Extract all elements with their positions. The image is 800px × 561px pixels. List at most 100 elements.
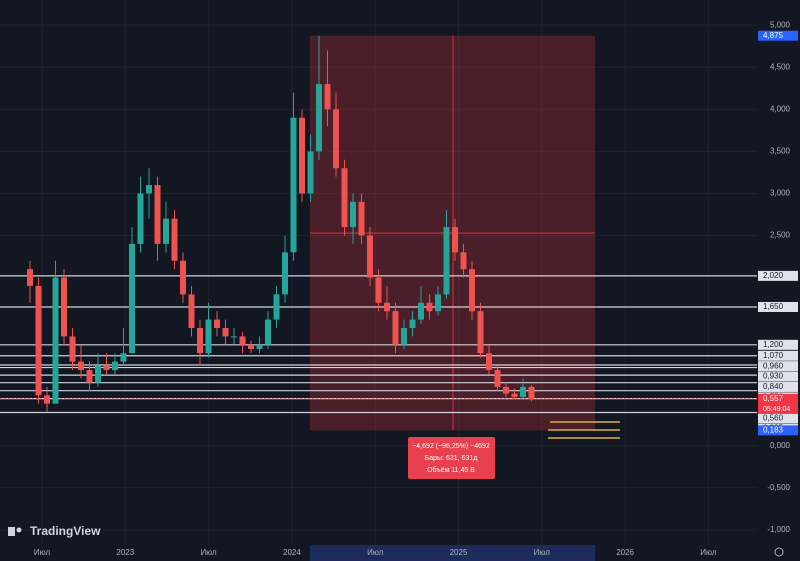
candle-body [222, 328, 229, 337]
y-tick-label: 3,500 [770, 146, 791, 155]
candle-body [494, 370, 501, 387]
candle-body [426, 302, 433, 312]
candle-body [197, 328, 203, 354]
candle-body [256, 344, 263, 350]
measure-text: Объём 11,45 B [427, 466, 475, 474]
candle-body [239, 336, 246, 345]
level-label-bg [758, 301, 798, 312]
candle-body [129, 243, 135, 354]
candle-body [367, 235, 373, 278]
candle-body [486, 353, 492, 371]
level-label-bg [758, 371, 798, 382]
y-tick-label: -1,000 [767, 525, 790, 534]
candle-body [35, 285, 42, 396]
x-tick-label: Июл [200, 548, 217, 557]
logo: TradingView [8, 524, 101, 538]
x-tick-label: Июл [367, 548, 384, 557]
candle-body [452, 227, 458, 253]
candle-body [316, 84, 322, 152]
level-label: 0,930 [763, 372, 784, 381]
x-tick-label: Июл [34, 548, 51, 557]
candles [27, 35, 535, 413]
level-label: 0,560 [763, 413, 784, 422]
candle-body [27, 269, 33, 286]
candle-body [69, 336, 76, 362]
candle-body [350, 201, 356, 228]
candle-body [528, 386, 535, 399]
candle-body [103, 365, 110, 371]
candle-body [460, 252, 467, 270]
high-price-label: 4,875 [763, 31, 784, 40]
axis-labels: 5,000 4,500 4,000 3,500 3,000 2,500 0,000 -0,50… [758, 20, 798, 534]
candle-body [265, 319, 271, 345]
candle-body [324, 84, 331, 110]
candle-body [188, 294, 195, 329]
time-range-highlight [310, 545, 595, 561]
candle-body [146, 185, 152, 194]
level-label: 1,200 [763, 340, 784, 349]
candle-body [401, 328, 407, 345]
candle-body [392, 311, 399, 345]
candle-body [180, 260, 186, 295]
candle-body [384, 302, 390, 312]
candle-body [503, 386, 509, 394]
candle-body [418, 302, 424, 320]
grid [0, 0, 757, 545]
x-tick-label: Июл [700, 548, 717, 557]
level-label: 0,840 [763, 382, 784, 391]
low-price-label-bg [758, 425, 798, 436]
candle-body [307, 151, 314, 194]
candle-body [477, 311, 484, 354]
level-label: 2,020 [763, 271, 784, 280]
candle-body [95, 365, 101, 383]
candle-body [137, 193, 144, 244]
level-label: 0,960 [763, 361, 784, 370]
level-label-bg [758, 350, 798, 361]
candle-body [333, 109, 339, 169]
low-price-label: 0,183 [763, 425, 784, 434]
settings-button[interactable] [774, 547, 784, 557]
candle-body [86, 370, 93, 383]
x-tick-label: 2024 [283, 548, 301, 557]
y-tick-label: 4,500 [770, 62, 791, 71]
candle-body [214, 319, 220, 329]
candle-body [511, 393, 518, 397]
y-tick-label: 0,000 [770, 441, 791, 450]
level-label-bg [758, 361, 798, 372]
y-tick-label: 3,000 [770, 189, 791, 198]
logo-mark [16, 527, 22, 533]
y-tick-label: 4,000 [770, 104, 791, 113]
level-label: 1,650 [763, 302, 784, 311]
y-tick-label: 2,500 [770, 231, 791, 240]
y-tick-label: 5,000 [770, 20, 791, 29]
candle-body [231, 336, 237, 338]
candle-body [205, 319, 212, 354]
x-tick-label: 2025 [450, 548, 468, 557]
logo-mark [8, 527, 15, 536]
candle-body [154, 185, 161, 244]
time-labels: Июл 2023 Июл 2024 Июл 2025 Июл 2026 Июл [34, 548, 717, 557]
level-label-bg [758, 270, 798, 281]
candle-body [248, 344, 254, 350]
x-tick-label: 2026 [616, 548, 634, 557]
x-tick-label: 2023 [116, 548, 134, 557]
level-label-bg [758, 413, 798, 424]
countdown: 05:49:04 [763, 406, 790, 413]
candle-body [163, 218, 169, 244]
candle-body [171, 218, 178, 261]
candle-body [435, 294, 441, 312]
candle-body [520, 386, 526, 397]
brand: TradingView [30, 524, 101, 538]
candle-body [375, 277, 382, 303]
measure-tooltip [408, 437, 495, 479]
candle-body [273, 294, 280, 320]
last-price-bg [758, 393, 798, 414]
candle-body [443, 227, 450, 295]
level-label-bg [758, 339, 798, 350]
candle-body [52, 277, 59, 404]
candle-body [469, 269, 475, 312]
measure-text: −4,692 (−96,25%) −4692 [412, 443, 490, 450]
candle-body [290, 117, 297, 253]
candle-body [409, 319, 416, 329]
